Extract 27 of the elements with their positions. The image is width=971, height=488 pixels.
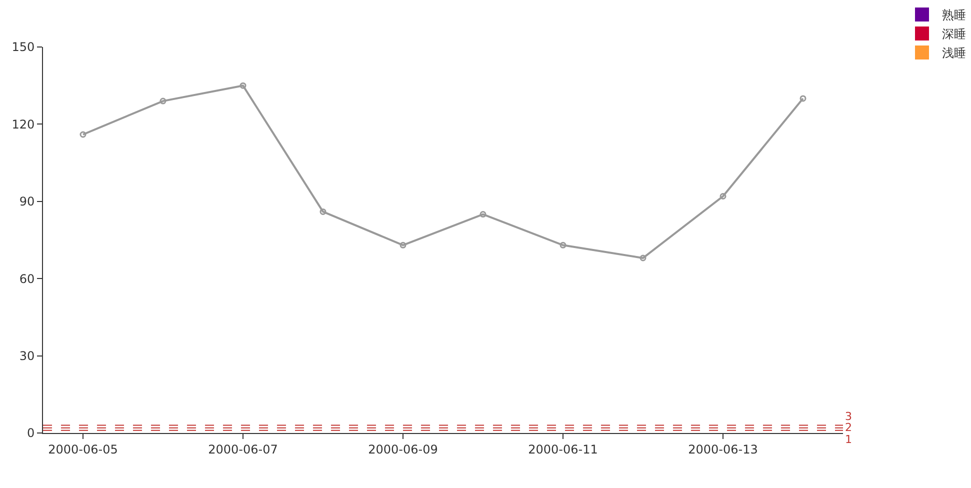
y-tick-label: 150 bbox=[12, 40, 35, 54]
ref-line-label: 1 bbox=[845, 433, 852, 446]
x-tick-label: 2000-06-07 bbox=[208, 442, 278, 456]
y-tick-label: 120 bbox=[12, 117, 35, 132]
point bbox=[80, 131, 86, 138]
x-tick-label: 2000-06-11 bbox=[528, 442, 598, 456]
legend-label: 熟睡 bbox=[942, 8, 966, 22]
point bbox=[480, 211, 486, 218]
y-tick-label: 60 bbox=[19, 272, 35, 286]
x-tick-label: 2000-06-13 bbox=[688, 442, 758, 456]
legend-label: 深睡 bbox=[942, 27, 966, 42]
point bbox=[800, 95, 806, 102]
point bbox=[160, 98, 166, 104]
point bbox=[720, 193, 726, 200]
point bbox=[640, 254, 646, 262]
legend-label: 浅睡 bbox=[942, 46, 966, 60]
point bbox=[320, 208, 326, 215]
ref-line-label: 2 bbox=[845, 421, 852, 434]
x-tick-label: 2000-06-05 bbox=[48, 442, 118, 456]
y-tick-label: 90 bbox=[19, 194, 35, 209]
x-tick-label: 2000-06-09 bbox=[368, 442, 438, 456]
ref-line-label: 3 bbox=[845, 410, 852, 423]
y-tick-label: 30 bbox=[19, 349, 35, 363]
y-tick-label: 0 bbox=[26, 426, 35, 440]
point bbox=[240, 82, 246, 89]
point bbox=[400, 242, 406, 248]
point bbox=[560, 242, 566, 248]
